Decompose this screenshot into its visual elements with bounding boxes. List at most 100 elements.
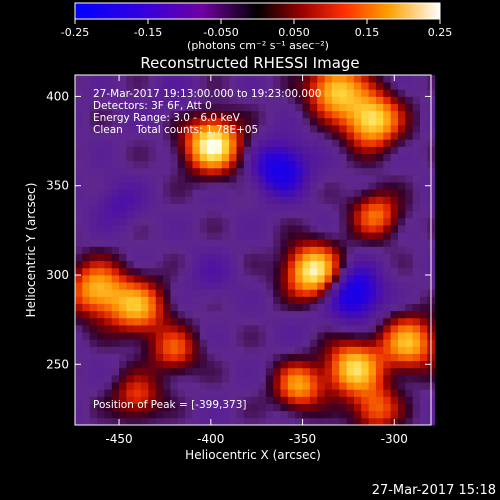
heatmap-cell bbox=[265, 246, 274, 254]
heatmap-cell bbox=[419, 289, 428, 297]
heatmap-cell bbox=[185, 217, 193, 226]
heatmap-cell bbox=[177, 332, 186, 340]
heatmap-cell bbox=[295, 139, 303, 147]
heatmap-cell bbox=[214, 253, 223, 262]
heatmap-cell bbox=[141, 325, 149, 333]
heatmap-cell bbox=[419, 117, 428, 126]
heatmap-cell bbox=[405, 210, 414, 219]
colorbar-tick-label: 0.050 bbox=[278, 26, 310, 39]
heatmap-cell bbox=[236, 210, 245, 219]
heatmap-cell bbox=[390, 110, 399, 119]
heatmap-cell bbox=[368, 325, 377, 333]
heatmap-cell bbox=[104, 210, 113, 219]
heatmap-cell bbox=[405, 175, 414, 183]
heatmap-cell bbox=[317, 82, 325, 90]
heatmap-cell bbox=[287, 89, 296, 97]
heatmap-cell bbox=[375, 96, 384, 104]
heatmap-cell bbox=[302, 217, 311, 226]
heatmap-cell bbox=[89, 289, 98, 297]
heatmap-cell bbox=[390, 325, 399, 333]
heatmap-cell bbox=[119, 103, 127, 112]
heatmap-cell bbox=[353, 239, 362, 247]
heatmap-cell bbox=[89, 346, 98, 354]
heatmap-cell bbox=[383, 117, 392, 126]
heatmap-cell bbox=[163, 139, 171, 147]
heatmap-cell bbox=[141, 346, 149, 354]
heatmap-cell bbox=[383, 210, 392, 219]
heatmap-cell bbox=[397, 132, 406, 140]
heatmap-cell bbox=[75, 382, 83, 390]
heatmap-cell bbox=[302, 232, 311, 240]
heatmap-cell bbox=[148, 325, 157, 333]
heatmap-cell bbox=[324, 267, 333, 276]
heatmap-cell bbox=[126, 246, 135, 254]
heatmap-cell bbox=[280, 332, 289, 340]
heatmap-cell bbox=[111, 360, 120, 369]
heatmap-cell bbox=[170, 89, 179, 97]
heatmap-cell bbox=[141, 246, 149, 254]
heatmap-cell bbox=[192, 303, 201, 312]
heatmap-cell bbox=[258, 375, 267, 383]
heatmap-cell bbox=[170, 217, 179, 226]
heatmap-cell bbox=[302, 367, 311, 376]
heatmap-cell bbox=[141, 89, 149, 97]
heatmap-cell bbox=[397, 410, 406, 419]
heatmap-cell bbox=[280, 353, 289, 362]
heatmap-cell bbox=[368, 75, 377, 83]
heatmap-cell bbox=[280, 167, 289, 176]
heatmap-cell bbox=[229, 203, 237, 212]
x-tick-label: -450 bbox=[105, 432, 132, 446]
heatmap-cell bbox=[419, 217, 428, 226]
heatmap-cell bbox=[236, 167, 245, 176]
heatmap-cell bbox=[89, 317, 98, 326]
heatmap-cell bbox=[295, 167, 303, 176]
heatmap-cell bbox=[309, 375, 318, 383]
heatmap-cell bbox=[375, 139, 384, 147]
heatmap-cell bbox=[207, 253, 215, 262]
heatmap-cell bbox=[185, 267, 193, 276]
heatmap-cell bbox=[155, 203, 164, 212]
heatmap-cell bbox=[119, 146, 127, 154]
heatmap-cell bbox=[412, 367, 421, 376]
heatmap-cell bbox=[185, 253, 193, 262]
heatmap-cell bbox=[199, 82, 208, 90]
heatmap-cell bbox=[243, 117, 252, 126]
heatmap-cell bbox=[324, 225, 333, 233]
heatmap-cell bbox=[177, 210, 186, 219]
heatmap-cell bbox=[405, 160, 414, 169]
heatmap-cell bbox=[346, 210, 355, 219]
heatmap-cell bbox=[207, 332, 215, 340]
heatmap-cell bbox=[111, 167, 120, 176]
heatmap-cell bbox=[148, 239, 157, 247]
heatmap-cell bbox=[273, 417, 281, 426]
heatmap-cell bbox=[97, 217, 105, 226]
heatmap-cell bbox=[141, 260, 149, 269]
heatmap-cell bbox=[119, 110, 127, 119]
heatmap-cell bbox=[258, 89, 267, 97]
heatmap-cell bbox=[412, 375, 421, 383]
heatmap-cell bbox=[148, 167, 157, 176]
heatmap-cell bbox=[265, 153, 274, 162]
heatmap-cell bbox=[111, 325, 120, 333]
heatmap-cell bbox=[419, 89, 428, 97]
heatmap-cell bbox=[412, 132, 421, 140]
heatmap-cell bbox=[375, 75, 384, 83]
heatmap-cell bbox=[265, 232, 274, 240]
heatmap-cell bbox=[104, 389, 113, 397]
heatmap-cell bbox=[199, 396, 208, 404]
heatmap-cell bbox=[243, 146, 252, 154]
heatmap-cell bbox=[405, 253, 414, 262]
heatmap-cell bbox=[302, 282, 311, 290]
heatmap-cell bbox=[185, 367, 193, 376]
heatmap-cell bbox=[383, 410, 392, 419]
heatmap-cell bbox=[82, 139, 91, 147]
colorbar-tick-label: 0.15 bbox=[355, 26, 380, 39]
heatmap-cell bbox=[405, 139, 414, 147]
heatmap-cell bbox=[104, 339, 113, 347]
heatmap-cell bbox=[243, 289, 252, 297]
heatmap-cell bbox=[170, 210, 179, 219]
heatmap-cell bbox=[111, 289, 120, 297]
heatmap-cell bbox=[104, 82, 113, 90]
heatmap-cell bbox=[309, 96, 318, 104]
heatmap-cell bbox=[148, 103, 157, 112]
